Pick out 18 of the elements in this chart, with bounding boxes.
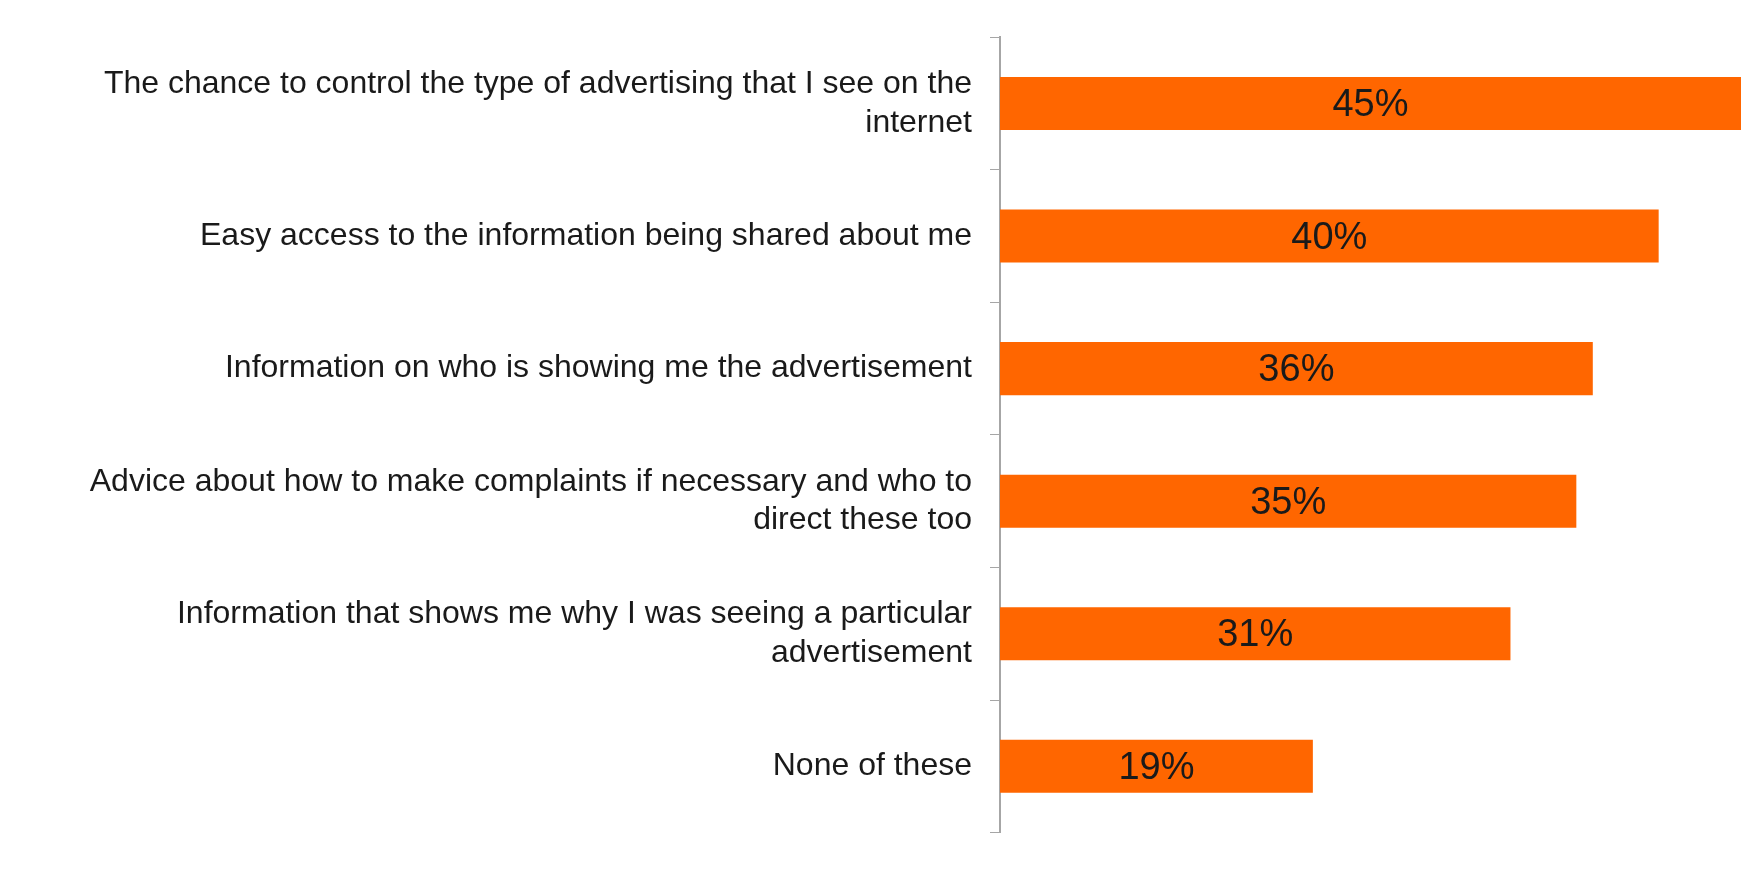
- bar: [1000, 474, 1577, 528]
- y-tick-label: The chance to control the type of advertising that I see on the internet: [103, 64, 973, 139]
- y-tick-label: Advice about how to make complaints if necessary and who to direct these too: [89, 461, 972, 537]
- y-tick-label: Easy access to the information being shared about me: [200, 215, 972, 252]
- bar: [1000, 76, 1741, 130]
- bar: [1000, 342, 1593, 396]
- data-label: 31%: [1217, 612, 1294, 655]
- y-tick-label: Information that shows me why I was seeing a particular advertisement: [176, 594, 973, 669]
- y-tick-label: None of these: [772, 746, 972, 783]
- data-label: 45%: [1332, 81, 1409, 124]
- data-label: 19%: [1118, 744, 1195, 787]
- data-label: 35%: [1250, 479, 1327, 522]
- y-tick-label: Information on who is showing me the advertisement: [224, 348, 973, 385]
- bar: [1000, 209, 1659, 263]
- bar: [1000, 739, 1313, 793]
- data-label: 40%: [1291, 214, 1368, 257]
- data-label: 36%: [1258, 347, 1335, 390]
- bar: [1000, 607, 1511, 661]
